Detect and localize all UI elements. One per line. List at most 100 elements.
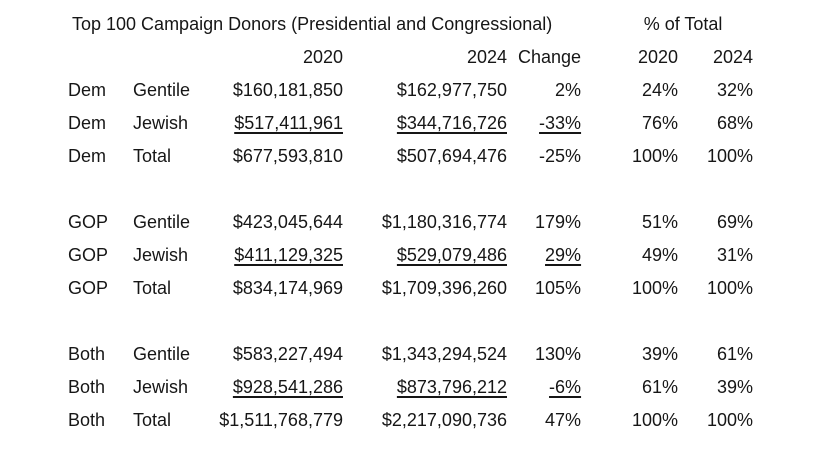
change-value: -33% [539, 113, 582, 133]
change-value: 2% [555, 80, 582, 100]
category-label: Gentile [133, 80, 191, 100]
spacer-row [68, 305, 753, 338]
column-header-row: 2020 2024 Change 2020 2024 [68, 41, 753, 74]
cell-category: Gentile [133, 206, 210, 239]
category-label: Jewish [133, 245, 189, 265]
table-row: Dem Jewish $517,411,961 $344,716,726 -33… [68, 107, 753, 140]
pct-2020-value: 51% [642, 212, 679, 232]
pct-2020-value: 100% [632, 278, 679, 298]
cell-group: Both [68, 338, 133, 371]
empty-header-cell [68, 41, 210, 74]
cell-pct-2024: 32% [678, 74, 753, 107]
donors-table: Top 100 Campaign Donors (Presidential an… [68, 8, 753, 437]
cell-pct-2020: 100% [581, 140, 678, 173]
table-row: GOP Total $834,174,969 $1,709,396,260 10… [68, 272, 753, 305]
amount-2024-value: $344,716,726 [396, 113, 507, 133]
group-label: GOP [68, 245, 109, 265]
cell-amount-2024: $507,694,476 [343, 140, 507, 173]
pct-2020-value: 100% [632, 146, 679, 166]
pct-2024-value: 39% [717, 377, 754, 397]
amount-2020-value: $160,181,850 [232, 80, 343, 100]
cell-group: Dem [68, 107, 133, 140]
amount-2024-value: $873,796,212 [396, 377, 507, 397]
cell-change: -6% [507, 371, 581, 404]
spacer-cell [68, 305, 753, 338]
category-label: Total [133, 278, 172, 298]
group-label: Dem [68, 80, 107, 100]
cell-pct-2020: 39% [581, 338, 678, 371]
pct-2024-value: 31% [717, 245, 754, 265]
pct-2024-value: 69% [717, 212, 754, 232]
group-label: Dem [68, 146, 107, 166]
cell-category: Jewish [133, 239, 210, 272]
group-label: GOP [68, 278, 109, 298]
pct-2024-value: 100% [707, 278, 754, 298]
table-row: Both Jewish $928,541,286 $873,796,212 -6… [68, 371, 753, 404]
cell-amount-2024: $1,180,316,774 [343, 206, 507, 239]
cell-change: 29% [507, 239, 581, 272]
pct-2024-value: 68% [717, 113, 754, 133]
group-label: Both [68, 377, 106, 397]
category-label: Total [133, 410, 172, 430]
table-row: GOP Jewish $411,129,325 $529,079,486 29%… [68, 239, 753, 272]
group-label: Both [68, 344, 106, 364]
pct-2020-value: 24% [642, 80, 679, 100]
cell-pct-2024: 100% [678, 140, 753, 173]
amount-2020-value: $928,541,286 [232, 377, 343, 397]
cell-category: Total [133, 140, 210, 173]
amount-2020-value: $583,227,494 [232, 344, 343, 364]
header-pct-2024: 2024 [713, 47, 754, 67]
cell-amount-2020: $583,227,494 [210, 338, 343, 371]
cell-pct-2020: 100% [581, 272, 678, 305]
category-label: Total [133, 146, 172, 166]
cell-amount-2020: $160,181,850 [210, 74, 343, 107]
cell-group: Both [68, 371, 133, 404]
amount-2020-value: $517,411,961 [234, 113, 343, 133]
spacer-row [68, 173, 753, 206]
group-label: Dem [68, 113, 107, 133]
table-row: Both Gentile $583,227,494 $1,343,294,524… [68, 338, 753, 371]
cell-pct-2020: 61% [581, 371, 678, 404]
change-value: -25% [539, 146, 582, 166]
cell-pct-2024: 61% [678, 338, 753, 371]
amount-2024-value: $1,343,294,524 [381, 344, 507, 364]
header-amount-2024: 2024 [466, 47, 507, 67]
table-row: GOP Gentile $423,045,644 $1,180,316,774 … [68, 206, 753, 239]
title-row: Top 100 Campaign Donors (Presidential an… [68, 8, 753, 41]
change-value: 130% [535, 344, 582, 364]
amount-2024-value: $1,709,396,260 [381, 278, 507, 298]
cell-pct-2024: 39% [678, 371, 753, 404]
cell-amount-2024: $873,796,212 [343, 371, 507, 404]
change-value: -6% [549, 377, 582, 397]
pct-2024-value: 61% [717, 344, 754, 364]
group-label: Both [68, 410, 106, 430]
cell-category: Jewish [133, 107, 210, 140]
cell-category: Gentile [133, 74, 210, 107]
cell-group: Dem [68, 140, 133, 173]
cell-amount-2024: $162,977,750 [343, 74, 507, 107]
amount-2020-value: $834,174,969 [232, 278, 343, 298]
pct-2020-value: 100% [632, 410, 679, 430]
cell-category: Total [133, 404, 210, 437]
cell-pct-2024: 100% [678, 404, 753, 437]
cell-category: Gentile [133, 338, 210, 371]
amount-2024-value: $507,694,476 [396, 146, 507, 166]
header-change: Change [518, 47, 582, 67]
change-value: 105% [535, 278, 582, 298]
cell-pct-2020: 100% [581, 404, 678, 437]
spacer-cell [68, 173, 753, 206]
cell-group: GOP [68, 272, 133, 305]
header-pct-2020: 2020 [638, 47, 679, 67]
table-row: Dem Gentile $160,181,850 $162,977,750 2%… [68, 74, 753, 107]
cell-pct-2020: 51% [581, 206, 678, 239]
cell-pct-2020: 24% [581, 74, 678, 107]
cell-amount-2024: $1,709,396,260 [343, 272, 507, 305]
cell-amount-2020: $1,511,768,779 [210, 404, 343, 437]
cell-pct-2020: 49% [581, 239, 678, 272]
pct-2024-value: 100% [707, 146, 754, 166]
cell-amount-2020: $928,541,286 [210, 371, 343, 404]
category-label: Gentile [133, 344, 191, 364]
pct-2020-value: 39% [642, 344, 679, 364]
pct-2020-value: 76% [642, 113, 679, 133]
category-label: Jewish [133, 377, 189, 397]
